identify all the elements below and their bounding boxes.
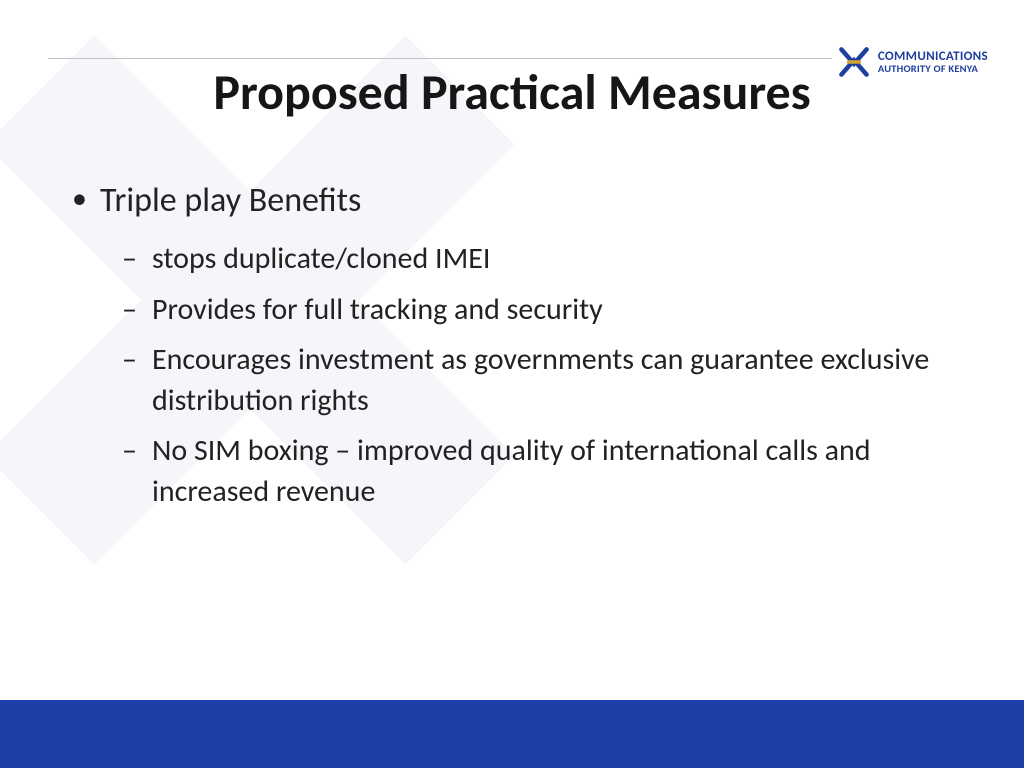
logo-text-line2: AUTHORITY OF KENYA [878, 63, 988, 74]
slide-content: Triple play Benefits stops duplicate/clo… [70, 180, 964, 522]
logo-text-line1: COMMUNICATIONS [878, 50, 988, 64]
bullet-level2: No SIM boxing – improved quality of inte… [70, 431, 964, 512]
bullet-level2: stops duplicate/cloned IMEI [70, 239, 964, 280]
bullet-level2: Encourages investment as governments can… [70, 340, 964, 421]
bullet-level1: Triple play Benefits [70, 180, 964, 221]
bullet-level2: Provides for full tracking and security [70, 290, 964, 331]
org-logo: COMMUNICATIONS AUTHORITY OF KENYA [832, 44, 992, 80]
footer-bar [0, 700, 1024, 768]
logo-mark-icon [836, 44, 872, 80]
